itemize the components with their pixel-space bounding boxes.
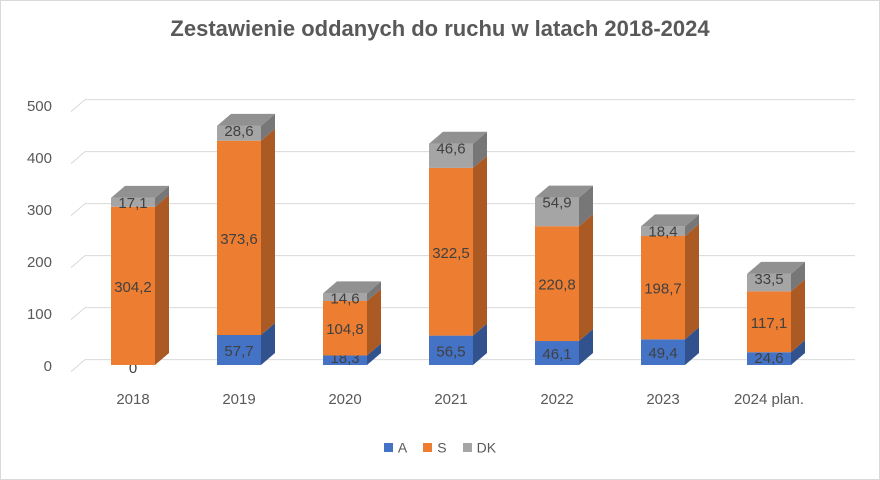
bar-segment-a	[429, 335, 473, 365]
bar-side-dk	[367, 281, 381, 301]
data-label-s: 104,8	[326, 321, 364, 338]
data-label-dk: 28,6	[224, 123, 253, 140]
data-label-dk: 54,9	[542, 195, 571, 212]
bar-side-a	[473, 323, 487, 365]
gridline-diag	[70, 203, 86, 216]
y-tick-label: 400	[27, 150, 52, 167]
y-tick-label: 500	[27, 98, 52, 115]
y-tick-label: 100	[27, 306, 52, 323]
bar-side-s	[579, 214, 593, 342]
data-label-s: 304,2	[114, 279, 152, 296]
x-tick-label: 2018	[116, 391, 149, 408]
bar-side-dk	[473, 131, 487, 168]
data-label-dk: 17,1	[118, 195, 147, 212]
bar-side-s	[473, 155, 487, 336]
legend-item-s: S	[423, 438, 447, 456]
bar-side-dk	[261, 113, 275, 141]
bar-segment-a	[747, 352, 791, 365]
legend-swatch	[423, 442, 433, 452]
bar-segment-a	[217, 334, 261, 365]
bar-segment-a	[323, 355, 367, 365]
bar-segment-dk	[323, 293, 367, 301]
data-label-a: 0	[129, 360, 137, 377]
data-label-s: 198,7	[644, 281, 682, 298]
x-tick-label: 2020	[328, 391, 361, 408]
bar-segment-a	[535, 341, 579, 365]
bar-segment-a	[641, 339, 685, 365]
gridline-diag	[70, 307, 86, 320]
bar-side-dk	[685, 214, 699, 236]
legend-label: DK	[476, 439, 497, 456]
bar-segment-s	[429, 167, 473, 336]
bar-side-s	[155, 194, 169, 365]
bar-side-a	[685, 327, 699, 365]
data-label-a: 57,7	[224, 343, 253, 360]
data-label-dk: 14,6	[330, 290, 359, 307]
bar-side-s	[791, 279, 805, 353]
bar-side-a	[579, 329, 593, 365]
data-label-a: 46,1	[542, 346, 571, 363]
bar-segment-dk	[429, 143, 473, 168]
bar-top-dk	[747, 261, 805, 274]
bar-segment-s	[747, 291, 791, 353]
legend-swatch	[462, 442, 472, 452]
chart-title: Zestawienie oddanych do ruchu w latach 2…	[170, 16, 710, 41]
x-tick-label: 2023	[646, 391, 679, 408]
bar-side-a	[261, 322, 275, 365]
bar-side-a	[791, 340, 805, 365]
bar-side-dk	[791, 261, 805, 292]
y-tick-label: 200	[27, 254, 52, 271]
bar-top-dk	[217, 113, 275, 126]
bar-segment-dk	[641, 226, 685, 236]
x-tick-label: 2019	[222, 391, 255, 408]
data-label-a: 24,6	[754, 350, 783, 367]
bar-side-s	[685, 223, 699, 340]
data-label-a: 49,4	[648, 345, 677, 362]
data-label-dk: 46,6	[436, 141, 465, 158]
x-tick-label: 2021	[434, 391, 467, 408]
data-label-s: 322,5	[432, 245, 470, 262]
legend-item-dk: DK	[462, 438, 497, 456]
bar-segment-s	[217, 140, 261, 335]
legend-label: A	[397, 439, 408, 456]
bar-segment-s	[641, 235, 685, 340]
gridline-diag	[70, 99, 86, 112]
bar-segment-s	[323, 300, 367, 356]
bar-side-a	[367, 343, 381, 365]
x-tick-label: 2022	[540, 391, 573, 408]
gridline-diag	[70, 255, 86, 268]
data-label-s: 373,6	[220, 231, 258, 248]
bar-top-dk	[641, 214, 699, 227]
legend-item-a: A	[383, 438, 408, 456]
bar-segment-dk	[747, 273, 791, 292]
bar-segment-dk	[111, 197, 155, 207]
bar-segment-s	[111, 206, 155, 365]
bar-side-dk	[579, 185, 593, 227]
legend-swatch	[383, 442, 393, 452]
legend-label: S	[437, 439, 447, 456]
bar-top-dk	[535, 185, 593, 198]
bar-top-dk	[323, 281, 381, 294]
data-label-dk: 33,5	[754, 271, 783, 288]
bar-segment-s	[535, 226, 579, 342]
bar-side-s	[261, 128, 275, 335]
bar-side-s	[367, 288, 381, 356]
gridline-diag	[70, 151, 86, 164]
data-label-s: 117,1	[751, 315, 787, 332]
gridline-diag	[70, 359, 86, 372]
data-label-s: 220,8	[538, 277, 576, 294]
y-tick-label: 0	[44, 358, 52, 375]
bar-segment-dk	[217, 125, 261, 141]
data-label-a: 56,5	[436, 343, 465, 360]
bar-top-dk	[111, 185, 169, 198]
bar-side-dk	[155, 185, 169, 207]
data-label-dk: 18,4	[648, 223, 677, 240]
bar-top-dk	[429, 131, 487, 144]
bar-segment-dk	[535, 197, 579, 227]
legend: A S DK	[0, 438, 880, 455]
x-tick-label: 2024 plan.	[734, 391, 804, 408]
y-tick-label: 300	[27, 202, 52, 219]
